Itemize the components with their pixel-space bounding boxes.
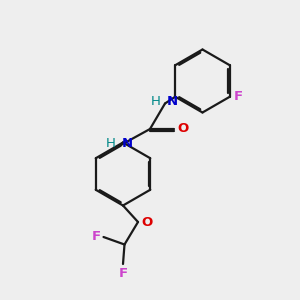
Text: H: H bbox=[151, 95, 161, 108]
Text: F: F bbox=[92, 230, 100, 244]
Text: N: N bbox=[122, 137, 133, 150]
Text: O: O bbox=[141, 215, 152, 229]
Text: H: H bbox=[106, 137, 116, 150]
Text: O: O bbox=[177, 122, 188, 136]
Text: F: F bbox=[118, 267, 127, 280]
Text: N: N bbox=[167, 95, 178, 108]
Text: F: F bbox=[233, 90, 242, 103]
